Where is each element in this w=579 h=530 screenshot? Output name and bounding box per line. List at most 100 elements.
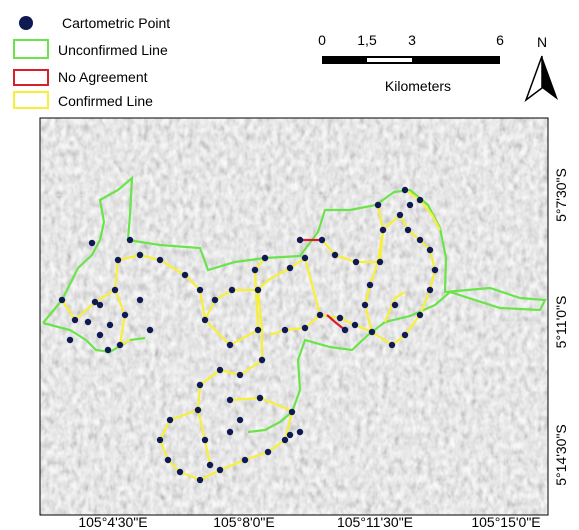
cartometric-point — [337, 315, 343, 321]
cartometric-point — [227, 342, 233, 348]
cartometric-point — [319, 237, 325, 243]
cartometric-point — [262, 255, 268, 261]
scale-tick-label: 0 — [318, 32, 326, 48]
cartometric-point — [107, 322, 113, 328]
cartometric-point — [402, 187, 408, 193]
legend-label: No Agreement — [58, 69, 148, 85]
cartometric-point — [342, 327, 348, 333]
cartometric-point — [217, 467, 223, 473]
cartometric-point — [165, 457, 171, 463]
cartometric-point — [195, 407, 201, 413]
cartometric-point — [147, 327, 153, 333]
cartometric-point — [369, 329, 375, 335]
cartometric-point — [252, 267, 258, 273]
cartometric-point — [332, 252, 338, 258]
legend-label: Unconfirmed Line — [58, 42, 168, 58]
cartometric-point — [417, 197, 423, 203]
scale-tick-label: 6 — [496, 32, 504, 48]
cartometric-point — [237, 372, 243, 378]
x-coordinate-label: 105°4'30"E — [78, 514, 147, 530]
north-arrow: N — [526, 34, 558, 100]
cartometric-point — [405, 227, 411, 233]
cartometric-point — [89, 240, 95, 246]
cartometric-point — [115, 257, 121, 263]
cartometric-point — [375, 202, 381, 208]
legend-label: Cartometric Point — [62, 15, 170, 31]
legend-no-agreement-symbol — [14, 70, 48, 85]
cartometric-point — [389, 342, 395, 348]
cartometric-point — [202, 437, 208, 443]
cartometric-point — [105, 347, 111, 353]
cartometric-point — [417, 312, 423, 318]
cartometric-point — [67, 337, 73, 343]
cartometric-point — [289, 409, 295, 415]
cartometric-point — [392, 302, 398, 308]
legend-unconfirmed-symbol — [14, 40, 48, 58]
cartometric-point — [197, 477, 203, 483]
cartometric-point — [182, 272, 188, 278]
scale-unit: Kilometers — [385, 78, 451, 94]
cartometric-point — [407, 202, 413, 208]
cartometric-point — [417, 237, 423, 243]
cartometric-point — [352, 322, 358, 328]
cartometric-point — [127, 237, 133, 243]
north-label: N — [537, 34, 547, 50]
cartometric-point — [297, 429, 303, 435]
terrain — [40, 118, 548, 515]
cartometric-point — [427, 287, 433, 293]
cartometric-point — [157, 257, 163, 263]
cartometric-point — [287, 432, 293, 438]
cartometric-point — [297, 237, 303, 243]
y-coordinate-label: 5°11'0"S — [553, 296, 569, 349]
cartometric-point — [287, 265, 293, 271]
y-coordinate-label: 5°7'30"S — [553, 168, 569, 222]
cartometric-point — [167, 417, 173, 423]
cartometric-point — [380, 227, 386, 233]
x-coordinate-label: 105°11'30"E — [337, 514, 413, 530]
cartometric-point — [255, 327, 261, 333]
cartometric-point — [72, 317, 78, 323]
cartometric-point — [227, 429, 233, 435]
cartometric-point — [217, 367, 223, 373]
cartometric-point — [255, 287, 261, 293]
scale-tick-label: 3 — [408, 32, 416, 48]
scale-tick-label: 1,5 — [357, 32, 377, 48]
cartometric-point — [257, 395, 263, 401]
legend-confirmed-symbol — [14, 92, 48, 108]
cartometric-point — [227, 397, 233, 403]
cartometric-point — [367, 282, 373, 288]
cartometric-point — [177, 469, 183, 475]
cartometric-point — [137, 297, 143, 303]
cartometric-point — [197, 382, 203, 388]
cartometric-point — [202, 317, 208, 323]
cartometric-point — [377, 259, 383, 265]
x-coordinate-label: 105°15'0"E — [471, 514, 540, 530]
cartometric-point — [97, 332, 103, 338]
legend: Cartometric Point Unconfirmed Line No Ag… — [14, 15, 170, 109]
cartometric-point — [59, 297, 65, 303]
x-coordinate-label: 105°8'0"E — [213, 514, 275, 530]
cartometric-point — [353, 259, 359, 265]
cartometric-point — [97, 302, 103, 308]
cartometric-point — [427, 247, 433, 253]
scale-bar: 0 1,5 3 6 Kilometers — [318, 32, 504, 94]
page: Cartometric Point Unconfirmed Line No Ag… — [0, 0, 579, 530]
map-area — [40, 118, 548, 515]
cartometric-point — [117, 342, 123, 348]
cartometric-point — [402, 332, 408, 338]
cartometric-point — [229, 287, 235, 293]
cartometric-point — [302, 255, 308, 261]
cartometric-point — [362, 302, 368, 308]
cartometric-point — [112, 287, 118, 293]
cartometric-point — [207, 462, 213, 468]
cartometric-point — [432, 267, 438, 273]
north-arrow-left — [526, 56, 542, 100]
cartometric-point — [265, 449, 271, 455]
scale-bar-segment — [367, 58, 412, 62]
legend-point-symbol — [19, 16, 33, 30]
cartometric-point — [282, 327, 288, 333]
cartometric-point — [282, 437, 288, 443]
cartometric-point — [397, 212, 403, 218]
cartometric-point — [242, 457, 248, 463]
cartometric-point — [237, 417, 243, 423]
